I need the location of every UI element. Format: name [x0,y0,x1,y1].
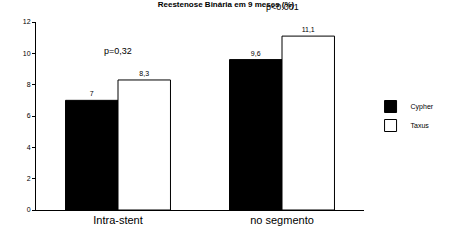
svg-text:9,6: 9,6 [251,50,261,57]
svg-text:Taxus: Taxus [411,122,430,129]
svg-text:10: 10 [23,50,31,57]
svg-text:p=0,32: p=0,32 [104,46,132,56]
svg-text:6: 6 [27,112,31,119]
svg-text:4: 4 [27,144,31,151]
svg-text:Reestenose Binária em 9 meses: Reestenose Binária em 9 meses (%) [158,0,295,9]
svg-text:Cypher: Cypher [411,103,434,111]
svg-text:11,1: 11,1 [302,26,315,33]
svg-text:Intra-stent: Intra-stent [93,214,143,226]
svg-text:8: 8 [27,81,31,88]
svg-text:7: 7 [90,90,94,97]
svg-text:0: 0 [27,206,31,213]
svg-text:8,3: 8,3 [139,70,149,77]
svg-text:12: 12 [23,18,31,25]
svg-text:p<0.001: p<0.001 [266,2,299,12]
svg-text:2: 2 [27,175,31,182]
svg-text:no segmento: no segmento [250,214,314,226]
